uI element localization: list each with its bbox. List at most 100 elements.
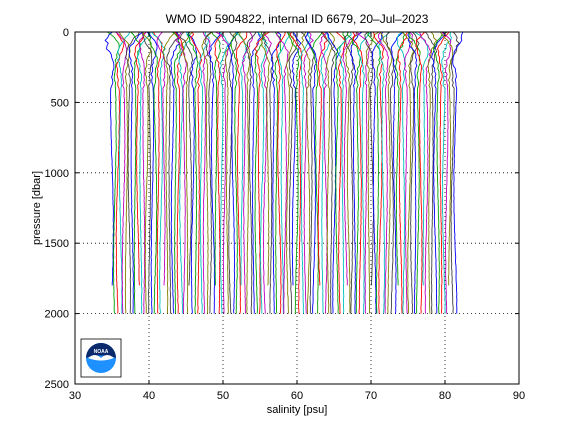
profile-line <box>346 31 361 314</box>
profile-line <box>352 31 364 314</box>
profile-line <box>274 31 282 314</box>
profile-line <box>209 31 221 314</box>
x-tick-label: 60 <box>291 390 303 402</box>
profile-line <box>202 31 211 314</box>
profile-line <box>439 31 454 286</box>
profile-line <box>170 31 181 314</box>
y-tick-label: 500 <box>51 97 69 109</box>
profile-line <box>116 31 131 314</box>
profile-line <box>224 31 238 314</box>
profile-line <box>407 31 421 314</box>
profile-line <box>275 31 286 314</box>
grid-lines <box>75 32 519 384</box>
profile-line <box>230 31 240 314</box>
profile-line <box>261 31 271 286</box>
profile-line <box>338 31 352 314</box>
profile-line <box>385 31 395 314</box>
profile-line <box>285 31 295 314</box>
profile-lines <box>104 31 464 314</box>
profile-line <box>320 31 330 314</box>
profile-line <box>303 31 314 314</box>
profile-line <box>299 31 311 314</box>
profile-line <box>441 31 452 314</box>
logo-gull <box>88 355 114 361</box>
profile-line <box>198 31 210 314</box>
profile-line <box>190 31 203 314</box>
profile-line <box>372 31 385 314</box>
profile-line <box>371 31 384 314</box>
profile-line <box>311 31 324 314</box>
profile-line <box>291 31 302 286</box>
profile-line <box>201 31 213 314</box>
profile-line <box>304 31 318 314</box>
profile-line <box>128 31 144 314</box>
profile-line <box>107 31 120 314</box>
profile-line <box>270 31 282 314</box>
y-tick-label: 2500 <box>45 379 69 391</box>
profile-line <box>450 31 460 314</box>
x-tick-label: 40 <box>143 390 155 402</box>
x-tick-label: 30 <box>69 390 81 402</box>
profile-line <box>326 31 336 314</box>
profile-line <box>320 31 336 314</box>
profile-line <box>254 31 266 314</box>
profile-line <box>138 31 147 314</box>
profile-line <box>142 31 153 314</box>
profile-line <box>415 31 426 314</box>
profile-line <box>254 31 270 314</box>
profile-line <box>335 31 346 314</box>
profile-line <box>379 31 393 314</box>
profile-line <box>357 31 372 314</box>
profile-line <box>118 31 131 314</box>
profile-line <box>414 31 429 286</box>
profile-line <box>178 31 191 314</box>
profile-line <box>162 31 177 314</box>
profile-line <box>395 31 406 286</box>
profile-line <box>245 31 257 314</box>
profile-line <box>300 31 316 314</box>
profile-line <box>172 31 181 314</box>
chart-title: WMO ID 5904822, internal ID 6679, 20–Jul… <box>166 12 429 26</box>
profile-line <box>424 31 438 314</box>
profile-line <box>166 31 179 314</box>
profile-line <box>187 31 197 314</box>
profile-line <box>142 31 152 314</box>
profile-line <box>179 31 194 286</box>
profile-line <box>228 31 238 314</box>
profile-line <box>234 31 247 286</box>
profile-line <box>397 31 408 314</box>
profile-line <box>250 31 262 314</box>
profile-line <box>427 31 438 314</box>
profile-line <box>441 31 452 314</box>
profile-line <box>261 31 274 314</box>
profile-line <box>378 31 390 314</box>
x-axis-label: salinity [psu] <box>267 404 328 416</box>
y-tick-label: 1500 <box>45 238 69 250</box>
logo-text: NOAA <box>94 349 109 355</box>
profile-line <box>364 31 374 286</box>
profile-line <box>235 31 248 314</box>
profile-line <box>431 31 446 314</box>
profile-line <box>286 31 301 314</box>
profile-line <box>345 31 358 314</box>
profile-line <box>148 31 158 314</box>
profile-line <box>377 31 389 314</box>
profile-line <box>276 31 289 314</box>
profile-line <box>115 31 125 314</box>
profile-line <box>350 31 363 314</box>
x-tick-label: 50 <box>217 390 229 402</box>
profile-line <box>151 31 167 314</box>
x-tick-label: 90 <box>513 390 525 402</box>
profile-line <box>187 31 199 314</box>
x-tick-label: 70 <box>365 390 377 402</box>
profile-line <box>365 31 380 314</box>
y-axis-ticks: 0 500 1000 1500 2000 2500 <box>45 27 519 391</box>
profile-line <box>181 31 193 314</box>
profile-line <box>317 31 329 286</box>
profile-line <box>403 31 414 314</box>
profile-line <box>227 31 239 314</box>
profile-line <box>211 31 221 286</box>
x-tick-label: 80 <box>439 390 451 402</box>
profile-line <box>146 31 158 314</box>
